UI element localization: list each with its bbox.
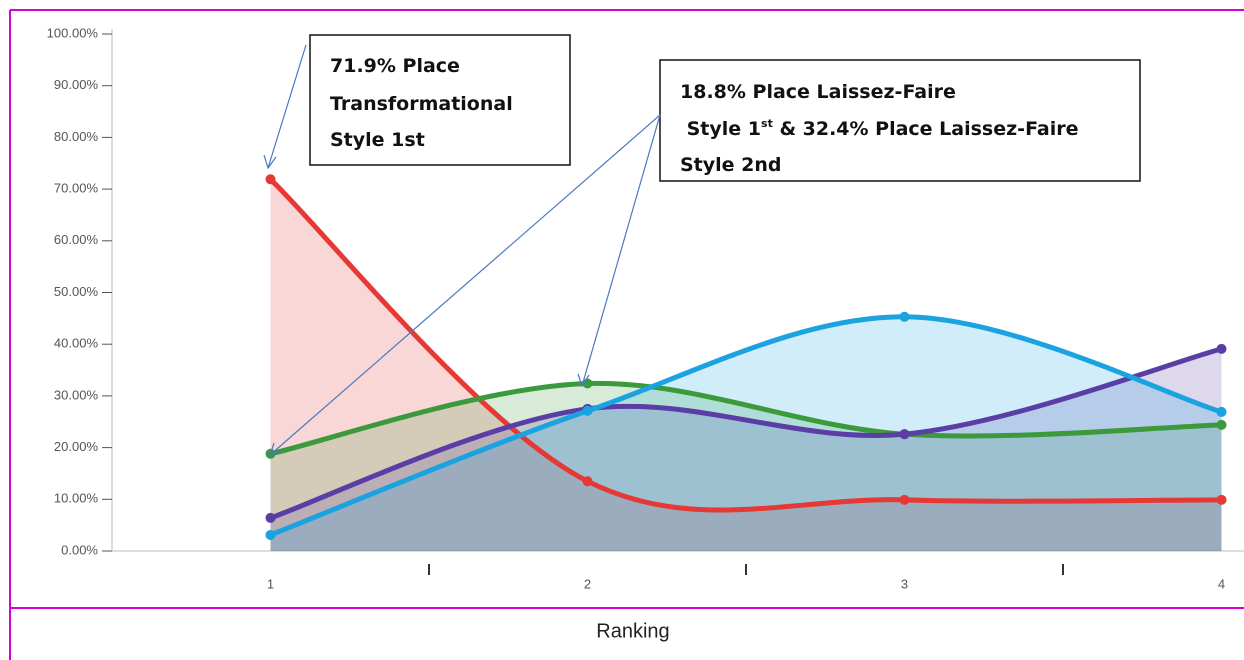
- arrows: [263, 44, 661, 456]
- annotation-text: & 32.4% Place Laissez-Faire: [773, 118, 1079, 140]
- annotations: 71.9% Place Transformational Style 1st 1…: [263, 34, 1141, 456]
- arrow-head: [577, 373, 590, 388]
- annotation-text: Style 1: [680, 118, 761, 140]
- y-tick-label: 90.00%: [54, 77, 99, 92]
- point: [1216, 494, 1227, 505]
- x-tick-label: 4: [1218, 576, 1225, 591]
- annotation-superscript: st: [761, 117, 773, 130]
- point: [899, 429, 910, 440]
- annotation-text: Style 1st: [330, 129, 425, 151]
- series-line: [269, 346, 1223, 521]
- y-tick-label: 40.00%: [54, 336, 99, 351]
- annotation-text: 18.8% Place Laissez-Faire: [680, 81, 956, 103]
- annotation-box: [309, 34, 571, 166]
- point: [265, 529, 276, 540]
- y-tick-label: 10.00%: [54, 491, 99, 506]
- annotation-text: Transformational: [330, 93, 513, 115]
- y-tick-label: 50.00%: [54, 284, 99, 299]
- point: [1216, 419, 1227, 430]
- plot: 0.00% 10.00% 20.00% 30.00% 40.00% 50.00% 60.00…: [47, 25, 1244, 591]
- annotation-text: 71.9% Place: [330, 55, 460, 77]
- arrow: [581, 114, 661, 387]
- point: [1216, 406, 1227, 417]
- point: [899, 494, 910, 505]
- point: [582, 476, 593, 487]
- y-tick-label: 70.00%: [54, 181, 99, 196]
- y-tick-label: 20.00%: [54, 439, 99, 454]
- x-tick-label: 2: [584, 576, 591, 591]
- x-axis-label: Ranking: [596, 620, 669, 642]
- y-tick-label: 80.00%: [54, 129, 99, 144]
- annotation-box: [659, 59, 1141, 182]
- series-line: [269, 314, 1223, 538]
- x-tick-label: 3: [901, 576, 908, 591]
- arrow: [269, 114, 661, 456]
- y-tick-label: 0.00%: [61, 542, 98, 557]
- area-fill: [270, 316, 1222, 551]
- arrow-head: [269, 442, 283, 456]
- point: [582, 405, 593, 416]
- area-fill: [270, 179, 1222, 552]
- point: [265, 174, 276, 185]
- y-tick-label: 30.00%: [54, 387, 99, 402]
- annotation-text: Style 1st & 32.4% Place Laissez-Faire: [680, 117, 1079, 140]
- y-tick-label: 60.00%: [54, 232, 99, 247]
- annotation-text: Style 2nd: [680, 154, 782, 176]
- point: [265, 512, 276, 523]
- point: [899, 311, 910, 322]
- y-tick-label: 100.00%: [47, 25, 99, 40]
- x-tick-label: 1: [267, 576, 274, 591]
- series-line: [268, 177, 1222, 513]
- series-line: [269, 380, 1222, 457]
- arrow-head: [263, 154, 277, 170]
- arrow: [267, 44, 307, 169]
- point: [1216, 343, 1227, 354]
